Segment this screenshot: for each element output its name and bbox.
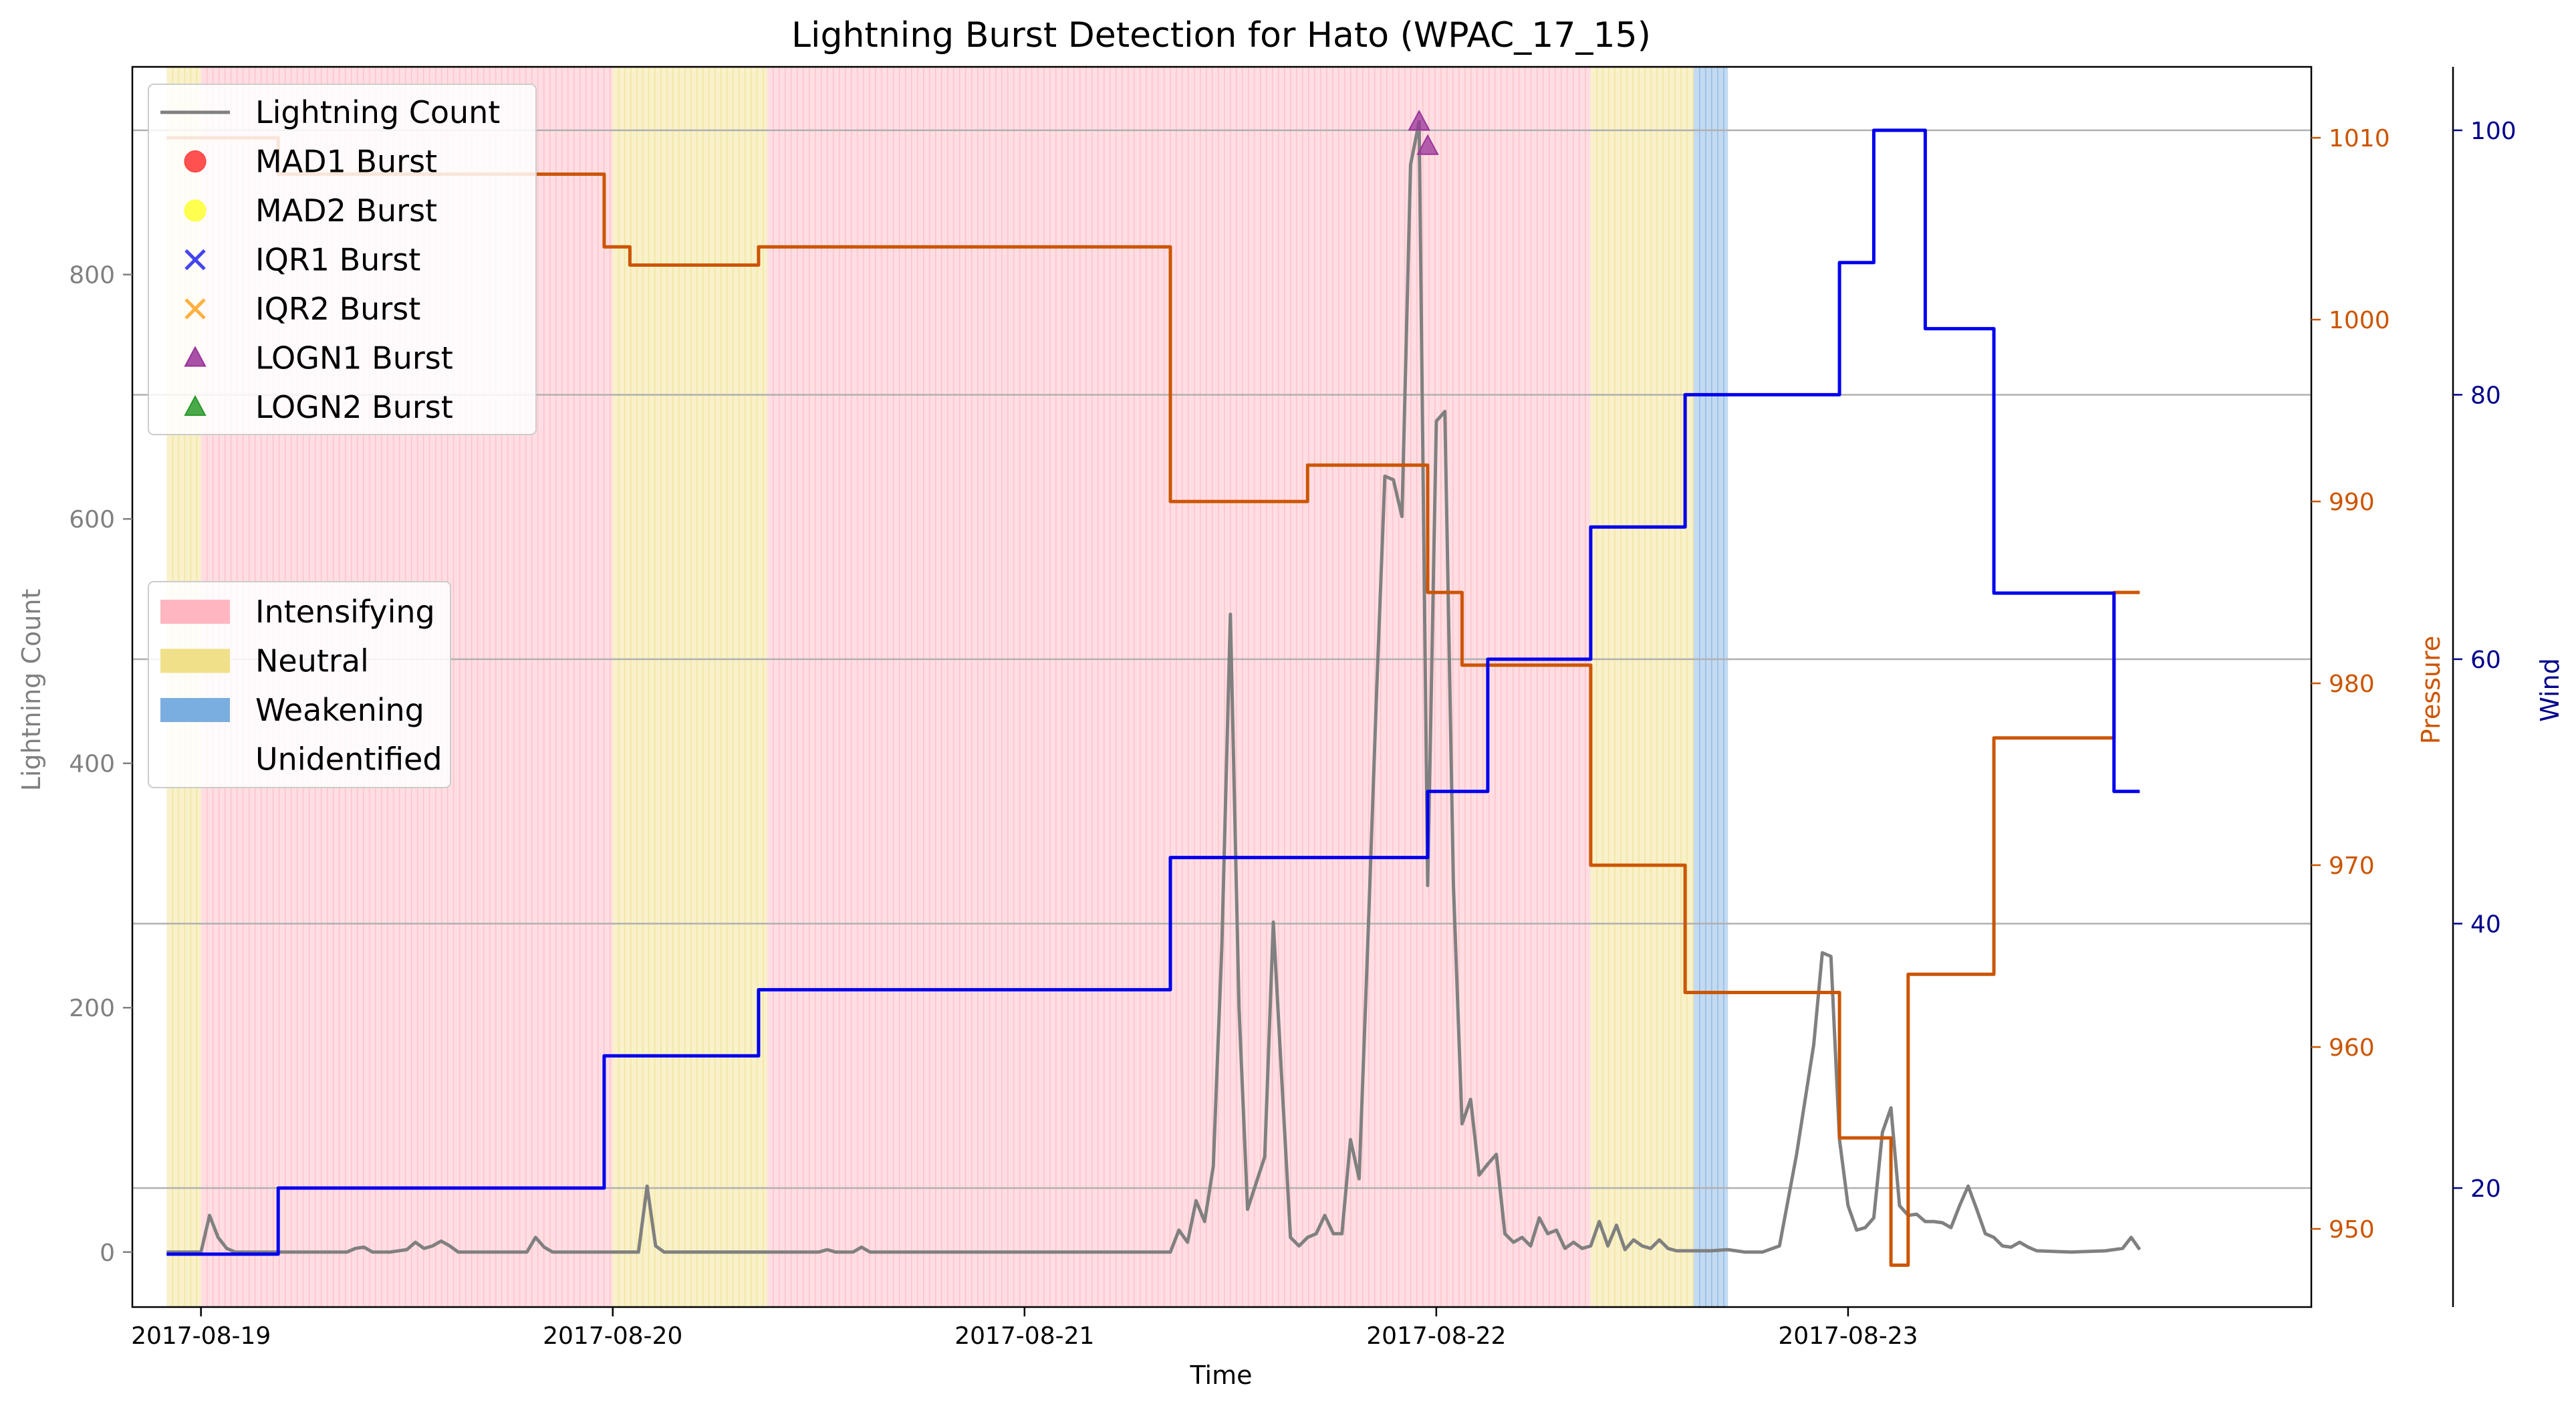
y-axis-label-pressure: Pressure xyxy=(2416,636,2446,744)
y-axis-label-lightning: Lightning Count xyxy=(17,589,46,792)
legend-circle-symbol xyxy=(184,150,207,172)
logn1-burst-marker xyxy=(1416,134,1439,155)
series-lightning-count xyxy=(166,120,2142,1254)
phase-band-neutral xyxy=(1590,67,1694,1307)
x-tick-label: 2017-08-21 xyxy=(954,1322,1094,1350)
y-tick-label-lightning: 200 xyxy=(69,995,115,1022)
legend-series-box xyxy=(148,84,537,435)
legend-phase-label: Unidentified xyxy=(255,741,442,778)
x-tick-label: 2017-08-22 xyxy=(1366,1322,1506,1350)
legend-phase-label: Intensifying xyxy=(255,594,435,630)
x-tick-label: 2017-08-23 xyxy=(1778,1322,1918,1350)
phase-band-intensifying xyxy=(767,67,1591,1307)
legend-phases: Intensifying Neutral Weakening Unidentified xyxy=(148,581,451,788)
y-tick-label-wind: 20 xyxy=(2470,1175,2501,1203)
legend-series-label: LOGN1 Burst xyxy=(255,340,453,376)
phase-bands xyxy=(166,67,1728,1307)
legend-x-symbol xyxy=(184,249,206,271)
y-tick-label-wind: 40 xyxy=(2470,911,2501,938)
legend-series-label: LOGN2 Burst xyxy=(255,389,453,425)
legend-triangle-symbol xyxy=(184,346,207,367)
legend-series: Lightning Count MAD1 Burst MAD2 Burst IQR1 … xyxy=(148,84,537,435)
legend-phase-label: Weakening xyxy=(255,692,424,728)
series-lines xyxy=(166,120,2142,1267)
chart-title: Lightning Burst Detection for Hato (WPAC… xyxy=(791,15,1651,55)
y-axis-label-wind: Wind xyxy=(2535,658,2565,722)
y-tick-label-pressure: 1000 xyxy=(2329,307,2390,334)
plot-frame xyxy=(131,66,2313,1308)
y-tick-label-wind: 100 xyxy=(2470,118,2517,145)
axes: 2017-08-19 2017-08-20 2017-08-21 2017-08-22… xyxy=(69,66,2517,1350)
legend-series-label: MAD1 Burst xyxy=(255,144,437,180)
y-tick-label-pressure: 950 xyxy=(2329,1216,2375,1244)
legend-phases-box xyxy=(148,581,451,788)
y-tick-label-pressure: 990 xyxy=(2329,489,2375,516)
legend-x-symbol xyxy=(184,298,206,320)
logn1-burst-marker xyxy=(1408,110,1430,131)
y-tick-label-pressure: 970 xyxy=(2329,852,2375,880)
y-tick-label-pressure: 1010 xyxy=(2329,125,2390,152)
x-axis-label: Time xyxy=(1190,1361,1253,1390)
legend-triangle-symbol xyxy=(184,394,207,416)
y-tick-label-wind: 60 xyxy=(2470,647,2501,674)
y-tick-label-lightning: 600 xyxy=(69,506,115,534)
legend-series-label: IQR1 Burst xyxy=(255,242,420,278)
y-tick-label-pressure: 960 xyxy=(2329,1034,2375,1062)
legend-phase-swatch xyxy=(160,600,230,624)
y-tick-label-pressure: 980 xyxy=(2329,671,2375,698)
y-tick-label-wind: 80 xyxy=(2470,382,2501,409)
burst-markers xyxy=(1408,110,1439,155)
series-pressure xyxy=(166,136,2140,1267)
series-wind xyxy=(166,128,2140,1256)
y-tick-label-lightning: 400 xyxy=(69,751,115,778)
x-tick-label: 2017-08-20 xyxy=(543,1322,682,1350)
legend-series-label: MAD2 Burst xyxy=(255,193,437,229)
y-tick-label-lightning: 800 xyxy=(69,262,115,289)
phase-band-neutral xyxy=(612,67,767,1307)
legend-phase-swatch xyxy=(160,649,230,673)
phase-band-weakening xyxy=(1693,67,1728,1307)
legend-circle-symbol xyxy=(184,199,207,222)
legend-phase-label: Neutral xyxy=(255,643,369,679)
legend-phase-swatch xyxy=(160,698,230,722)
legend-series-label: Lightning Count xyxy=(255,94,500,130)
legend-series-label: IQR2 Burst xyxy=(255,291,420,327)
y-tick-label-lightning: 0 xyxy=(100,1240,115,1267)
x-tick-label: 2017-08-19 xyxy=(131,1322,271,1350)
